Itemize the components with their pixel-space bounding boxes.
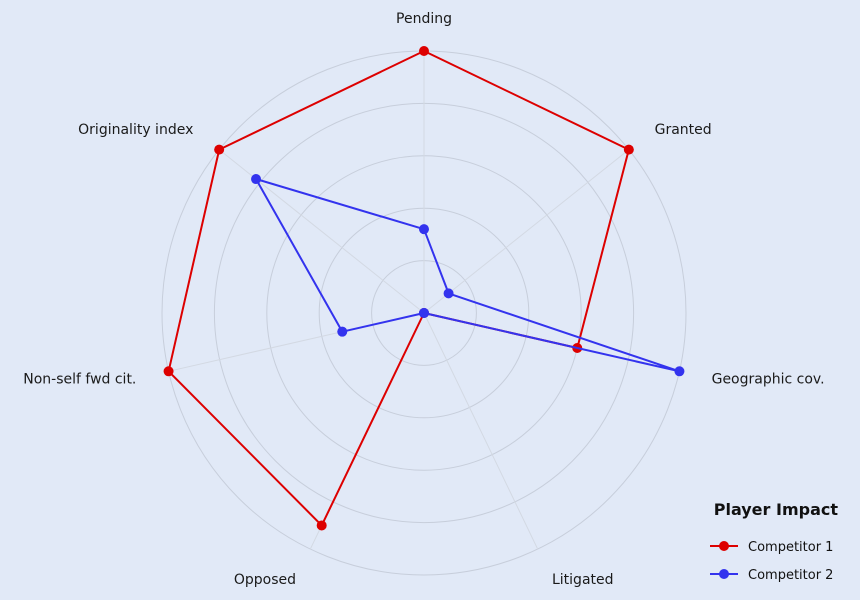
- series-2-point-5[interactable]: [337, 327, 347, 337]
- series-1-point-4[interactable]: [317, 520, 327, 530]
- series-2-point-6[interactable]: [251, 174, 261, 184]
- axis-label-6: Originality index: [78, 122, 193, 138]
- series-line-1: [169, 51, 629, 525]
- legend-item-1[interactable]: Competitor 1: [710, 540, 833, 555]
- series-1-point-1[interactable]: [624, 145, 634, 155]
- series-2-point-2[interactable]: [674, 366, 684, 376]
- series-2-point-0[interactable]: [419, 224, 429, 234]
- legend-swatch-marker-1: [719, 541, 729, 551]
- series-1: [164, 46, 634, 530]
- axis-label-0: Pending: [396, 11, 452, 27]
- legend-item-2[interactable]: Competitor 2: [710, 568, 833, 583]
- legend-title: Player Impact: [714, 500, 839, 519]
- axis-label-4: Opposed: [234, 572, 296, 588]
- legend-label-2: Competitor 2: [748, 568, 833, 583]
- axis-label-2: Geographic cov.: [712, 372, 825, 388]
- axis-spoke-6: [219, 150, 424, 313]
- axis-spoke-1: [424, 150, 629, 313]
- axis-label-5: Non-self fwd cit.: [23, 372, 136, 388]
- axis-label-3: Litigated: [552, 572, 614, 588]
- series-1-point-5[interactable]: [164, 366, 174, 376]
- axis-spoke-3: [424, 313, 538, 549]
- series-2-point-1[interactable]: [444, 288, 454, 298]
- series-1-point-0[interactable]: [419, 46, 429, 56]
- legend-label-1: Competitor 1: [748, 540, 833, 555]
- legend-swatch-marker-2: [719, 569, 729, 579]
- series-2: [251, 174, 684, 376]
- series-2-point-4[interactable]: [419, 308, 429, 318]
- series-1-point-6[interactable]: [214, 145, 224, 155]
- axis-label-1: Granted: [655, 122, 712, 138]
- spoke-layer: [169, 51, 680, 549]
- legend: Player Impact Competitor 1 Competitor 2: [710, 500, 838, 583]
